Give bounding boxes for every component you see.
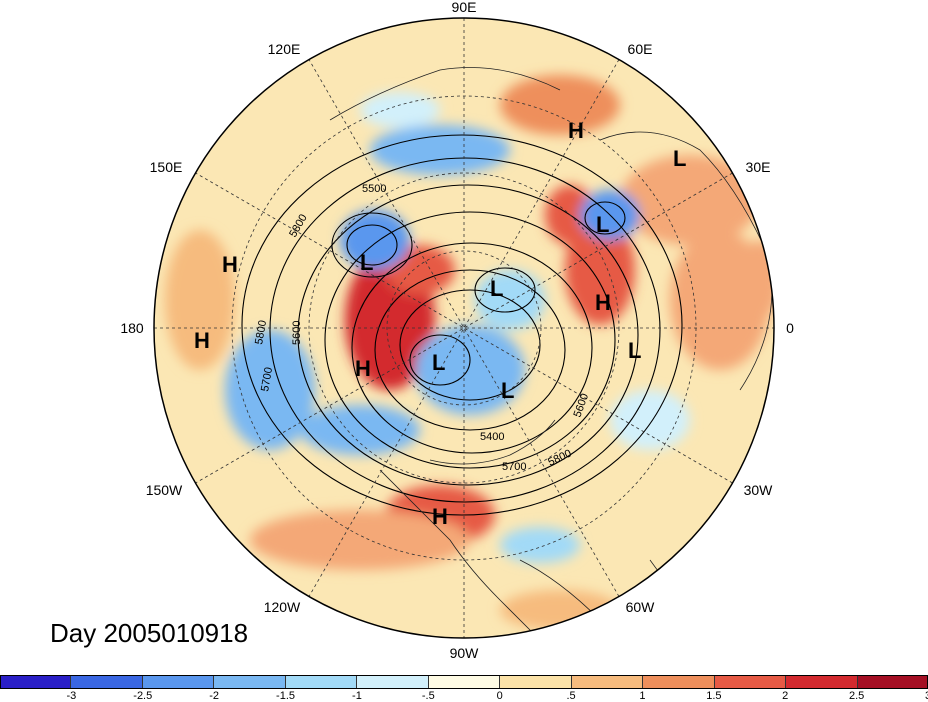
colorbar-swatch	[857, 675, 928, 689]
high-pressure-label: H	[568, 118, 584, 143]
polar-stereographic-map: 90E 60E 30E 0 30W 60W 90W 120W 150W 180 …	[120, 0, 794, 661]
low-pressure-label: L	[673, 146, 686, 171]
colorbar-swatch	[142, 675, 215, 689]
low-pressure-label: L	[360, 250, 373, 275]
map-title: Day 2005010918	[50, 618, 249, 648]
lon-label-60e: 60E	[628, 41, 653, 57]
contour-label: 5600	[291, 321, 303, 345]
lon-label-180: 180	[120, 320, 144, 336]
low-pressure-label: L	[628, 338, 641, 363]
colorbar-swatch	[71, 675, 143, 689]
colorbar-tick-label: 2.5	[848, 690, 865, 702]
colorbar-swatch	[214, 675, 286, 689]
colorbar-tick-label: -1	[352, 690, 362, 702]
colorbar-swatch	[500, 675, 572, 689]
colorbar-swatch	[428, 675, 501, 689]
low-pressure-label: L	[490, 276, 503, 301]
colorbar-tick-label: 0	[496, 690, 503, 702]
colorbar-swatch	[357, 675, 429, 689]
lon-label-90w: 90W	[450, 645, 480, 661]
colorbar-tick-label: .5	[566, 690, 576, 702]
colorbar-swatch	[714, 675, 787, 689]
lon-label-150e: 150E	[150, 159, 183, 175]
colorbar	[0, 675, 928, 689]
high-pressure-label: H	[222, 252, 238, 277]
lon-label-150w: 150W	[146, 482, 183, 498]
low-pressure-label: L	[501, 378, 514, 403]
colorbar-tick-label: 3	[925, 690, 928, 702]
lon-label-120e: 120E	[268, 41, 301, 57]
lon-label-60w: 60W	[626, 599, 656, 615]
lon-label-90e: 90E	[452, 0, 477, 15]
anomaly-field	[154, 18, 774, 638]
colorbar-tick-label: 2	[782, 690, 789, 702]
colorbar-tick-label: 1	[639, 690, 646, 702]
colorbar-tick-label: -1.5	[276, 690, 296, 702]
low-pressure-label: L	[432, 350, 445, 375]
height-contours	[241, 134, 683, 516]
map-boundary	[153, 17, 775, 639]
colorbar-swatch	[0, 675, 72, 689]
contour-label: 5400	[480, 431, 504, 443]
pressure-centers: H L L H L L H H H L L L H	[194, 118, 686, 529]
colorbar-tick-label: -2.5	[133, 690, 153, 702]
contour-label: 5500	[362, 183, 386, 195]
colorbar-tick-label: -.5	[421, 690, 435, 702]
low-pressure-label: L	[596, 212, 609, 237]
lon-label-30w: 30W	[744, 482, 774, 498]
graticule	[154, 18, 774, 638]
lon-label-0: 0	[786, 320, 794, 336]
colorbar-frame	[0, 675, 928, 689]
high-pressure-label: H	[194, 328, 210, 353]
colorbar-swatch	[285, 675, 358, 689]
lon-label-30e: 30E	[746, 159, 771, 175]
colorbar-tick-label: 1.5	[706, 690, 722, 702]
high-pressure-label: H	[595, 290, 611, 315]
high-pressure-label: H	[432, 504, 448, 529]
contour-label: 5700	[502, 461, 526, 473]
colorbar-tick-label: -2	[209, 690, 220, 702]
colorbar-swatch	[571, 675, 644, 689]
colorbar-swatch	[786, 675, 858, 689]
lon-label-120w: 120W	[264, 599, 301, 615]
contour-label: 5700	[259, 366, 275, 392]
colorbar-tick-label: -3	[66, 690, 77, 702]
colorbar-swatch	[643, 675, 715, 689]
contour-label: 5800	[253, 319, 269, 345]
high-pressure-label: H	[355, 356, 371, 381]
